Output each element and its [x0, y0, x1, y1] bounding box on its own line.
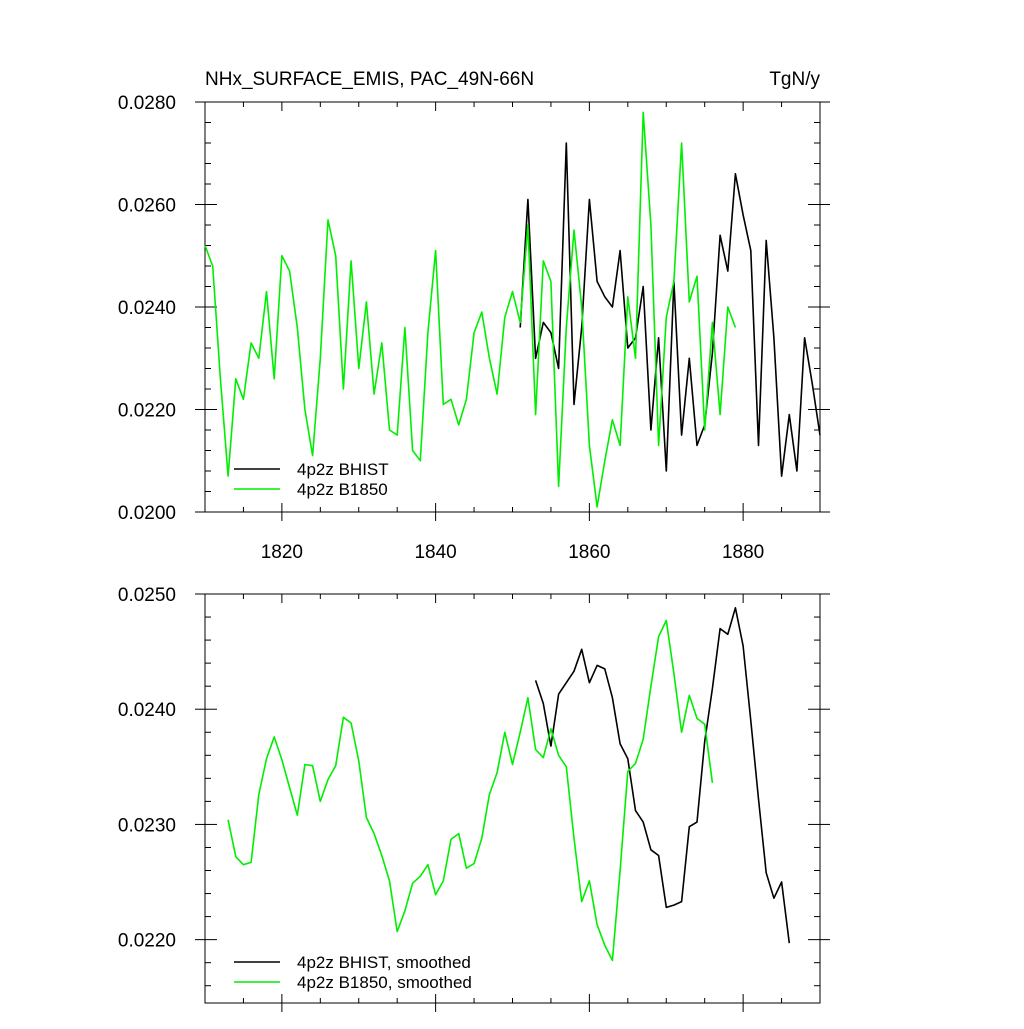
x-tick-label: 1880 — [722, 542, 764, 563]
y-tick-label: 0.0200 — [118, 503, 176, 524]
panel-smoothed: 0.0220 0.0230 0.0240 0.0250 4p2z BHIST, smoo… — [118, 585, 830, 1012]
series-line-1 — [204, 111, 737, 508]
series-line-0 — [519, 142, 821, 477]
y-tick-label: 0.0240 — [118, 700, 176, 721]
x-tick-label: 1820 — [261, 542, 303, 563]
legend-label-1: 4p2z B1850, smoothed — [297, 973, 472, 992]
y-tick-label: 0.0230 — [118, 815, 176, 836]
legend-label-0: 4p2z BHIST, smoothed — [297, 953, 471, 972]
y-tick-label: 0.0240 — [118, 298, 176, 319]
y-tick-label: 0.0260 — [118, 196, 176, 217]
y-tick-label: 0.0250 — [118, 585, 176, 606]
legend-label-0: 4p2z BHIST — [297, 460, 389, 479]
y-tick-label: 0.0280 — [118, 93, 176, 114]
y-tick-label: 0.0220 — [118, 401, 176, 422]
series-line-1 — [227, 619, 714, 962]
chart-title: NHx_SURFACE_EMIS, PAC_49N-66N — [205, 69, 534, 90]
legend-label-1: 4p2z B1850 — [297, 480, 388, 499]
plot-frame — [204, 593, 821, 1004]
y-tick-label: 0.0220 — [118, 931, 176, 952]
panel-raw: 1820 1840 1860 1880 0.0200 0.0220 0.0240 0.0260… — [118, 69, 830, 563]
x-tick-label: 1840 — [414, 542, 456, 563]
chart-units: TgN/y — [769, 69, 820, 90]
x-tick-label: 1860 — [568, 542, 610, 563]
series-line-0 — [534, 607, 791, 944]
